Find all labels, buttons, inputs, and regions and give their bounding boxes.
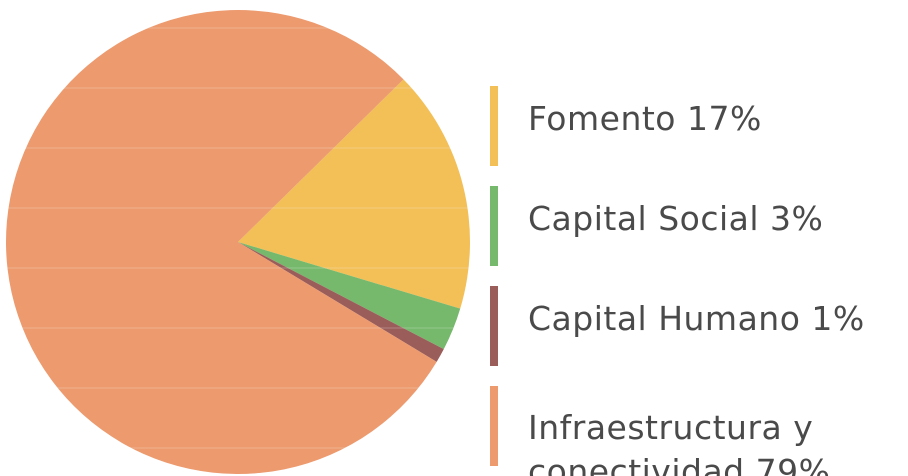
legend: Fomento 17% Capital Social 3% Capital Hu… [490,86,905,476]
scan-texture [0,27,480,449]
legend-item-fomento: Fomento 17% [490,86,905,168]
legend-label-capital-humano: Capital Humano 1% [528,299,865,338]
legend-item-infraestructura: Infraestructura y conectividad 79% [490,386,905,476]
legend-item-capital-humano: Capital Humano 1% [490,286,905,368]
legend-swatch-capital-humano [490,286,498,366]
legend-label-infraestructura-line2: conectividad 79% [528,452,831,476]
pie-slice-infraestructura [5,10,437,475]
pie-chart [0,10,480,475]
pie-slice-capital-humano [238,242,444,362]
pie-slice-capital-social [238,242,461,350]
legend-label-infraestructura: Infraestructura y conectividad 79% [528,386,830,476]
legend-label-infraestructura-line1: Infraestructura y [528,408,814,447]
legend-label-fomento: Fomento 17% [528,99,762,138]
legend-label-capital-social: Capital Social 3% [528,199,824,238]
legend-swatch-infraestructura [490,386,498,466]
legend-swatch-capital-social [490,186,498,266]
legend-item-capital-social: Capital Social 3% [490,186,905,268]
legend-swatch-fomento [490,86,498,166]
pie-slice-fomento [238,79,470,309]
